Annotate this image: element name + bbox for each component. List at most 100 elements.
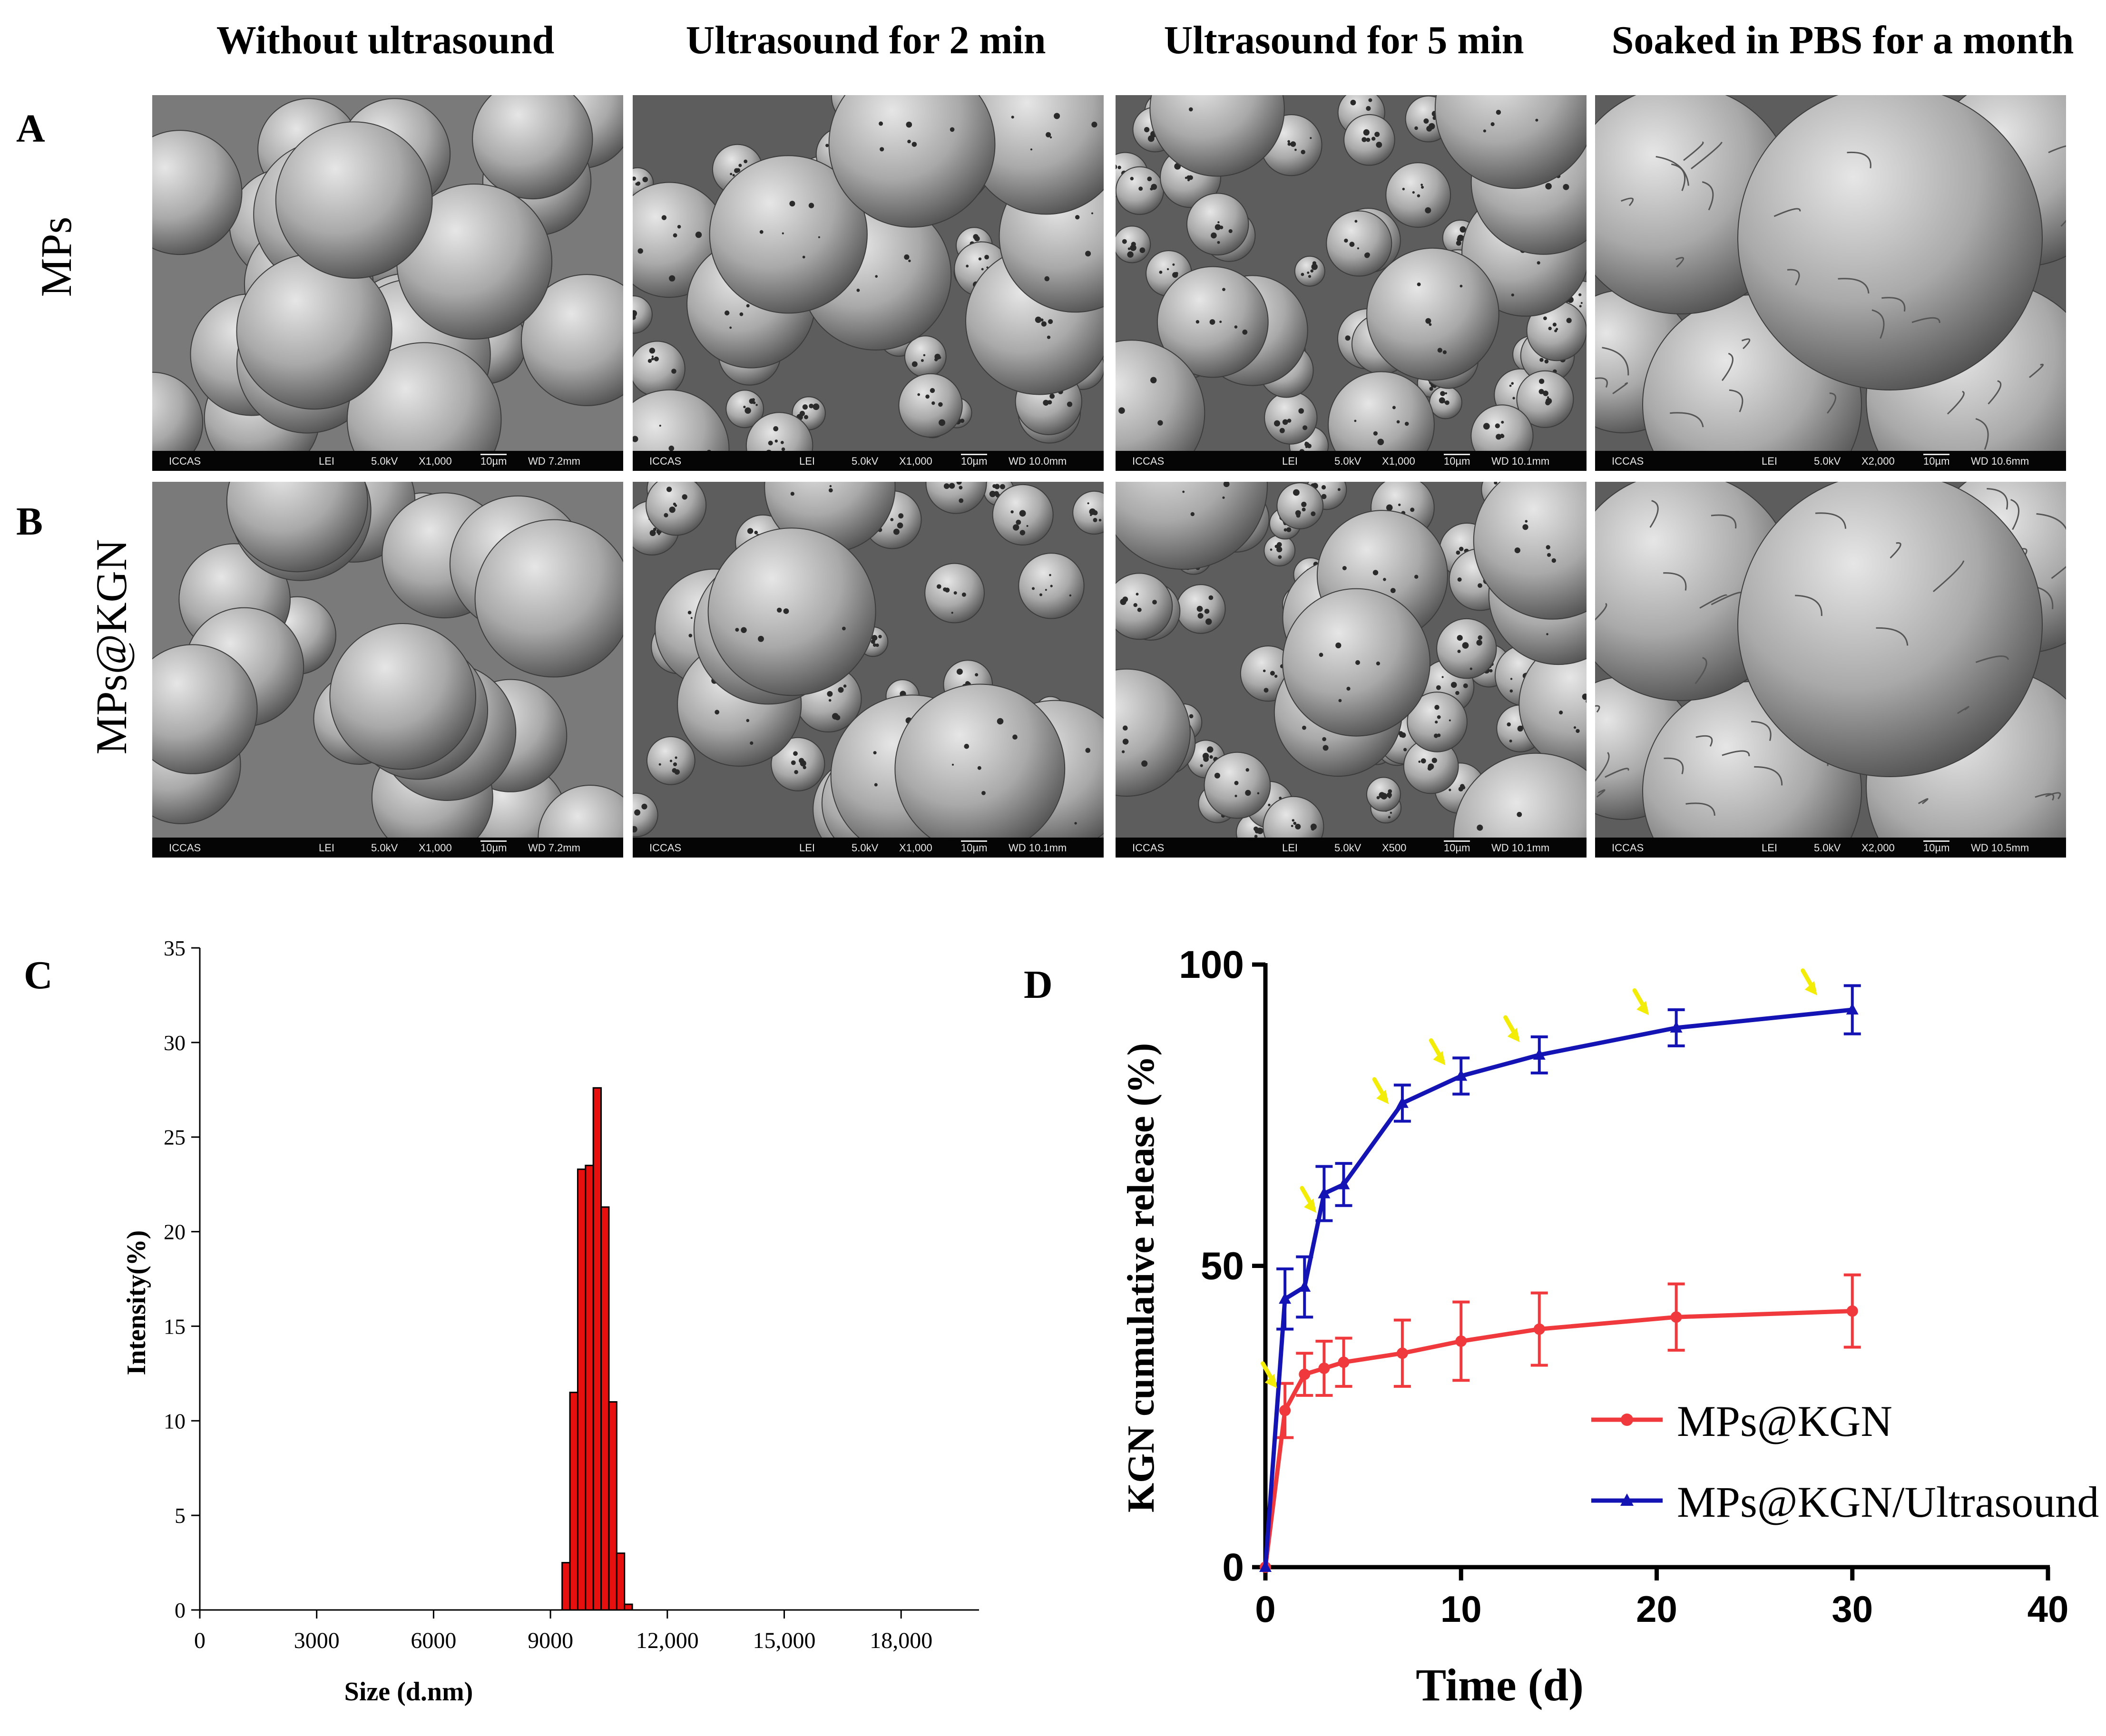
sem-info-bar: ICCAS LEI 5.0kV X2,000 10µm WD 10.6mm [1595, 451, 2066, 471]
sem-texture [633, 95, 1104, 451]
histogram-bar [585, 1164, 594, 1611]
x-tick-label: 30 [1832, 1588, 1873, 1630]
x-tick-label: 9000 [528, 1628, 573, 1653]
y-tick-label: 15 [164, 1314, 186, 1338]
data-point [1846, 1003, 1859, 1015]
sem-info-det: LEI [1282, 455, 1298, 467]
x-tick-label: 15,000 [753, 1628, 816, 1653]
panel-letter-d: D [1024, 963, 1053, 1007]
y-tick-label: 10 [164, 1409, 186, 1433]
x-tick-label: 0 [194, 1628, 206, 1653]
sem-info-bar: ICCAS LEI 5.0kV X1,000 10µm WD 10.1mm [1116, 451, 1587, 471]
data-point [1396, 1096, 1409, 1108]
histogram-bar [616, 1552, 626, 1611]
y-tick-label: 20 [164, 1220, 186, 1244]
sem-texture [1116, 95, 1587, 451]
y-tick-label: 35 [164, 936, 186, 960]
sem-info-bar: ICCAS LEI 5.0kV X1,000 10µm WD 7.2mm [152, 451, 623, 471]
x-tick-label: 12,000 [636, 1628, 699, 1653]
sem-info-wd: WD 10.1mm [1009, 842, 1067, 854]
y-tick-label: 25 [164, 1125, 186, 1150]
sem-image-b3: ICCAS LEI 5.0kV X500 10µm WD 10.1mm [1116, 482, 1587, 858]
x-tick-label: 3000 [294, 1628, 340, 1653]
sem-texture [152, 482, 623, 838]
histogram-bar [569, 1392, 578, 1611]
x-tick-label: 0 [1255, 1588, 1275, 1630]
sem-info-det: LEI [319, 455, 335, 467]
sem-texture [1116, 482, 1587, 838]
data-point [1533, 1048, 1546, 1060]
data-point [1396, 1347, 1408, 1359]
sem-info-scale: 10µm [1444, 840, 1470, 854]
histogram-bar [592, 1087, 602, 1611]
sem-info-lab: ICCAS [1612, 842, 1644, 854]
sem-info-det: LEI [1282, 842, 1298, 854]
sem-info-scale: 10µm [1923, 454, 1950, 468]
data-point [1670, 1311, 1682, 1323]
sem-texture [152, 95, 623, 451]
sem-info-scale: 10µm [961, 840, 988, 854]
sem-info-bar: ICCAS LEI 5.0kV X1,000 10µm WD 10.0mm [633, 451, 1104, 471]
data-point [1318, 1362, 1330, 1374]
sem-image-a1: ICCAS LEI 5.0kV X1,000 10µm WD 7.2mm [152, 95, 623, 471]
arrow-head [1376, 1090, 1389, 1104]
data-point [1533, 1323, 1545, 1335]
histogram-bar [600, 1206, 610, 1611]
sem-info-det: LEI [799, 842, 815, 854]
row-label-mps-kgn: MPs@KGN [87, 539, 136, 755]
kgn-release-chart: 0 50 100 0 10 20 30 40 MPs@KGN MPs@KGN/Ultrasound… [1120, 943, 2099, 1710]
sem-info-lab: ICCAS [649, 842, 682, 854]
panel-letter-b: B [16, 499, 43, 544]
histogram-bar [577, 1168, 587, 1611]
sem-info-bar: ICCAS LEI 5.0kV X1,000 10µm WD 7.2mm [152, 838, 623, 858]
x-tick-label: 40 [2028, 1588, 2069, 1630]
arrow-head [1264, 1374, 1277, 1388]
sem-info-kv: 5.0kV [852, 455, 879, 467]
sem-texture [1595, 482, 2066, 838]
legend-marker [1621, 1414, 1633, 1426]
arrow-head [1636, 1001, 1649, 1015]
sem-info-wd: WD 10.5mm [1971, 842, 2029, 854]
column-title-ultrasound-2min: Ultrasound for 2 min [686, 18, 1046, 62]
panel-letter-a: A [16, 107, 45, 151]
histogram-bar [608, 1401, 617, 1611]
data-point [1846, 1305, 1858, 1317]
x-tick-label: 20 [1636, 1588, 1677, 1630]
sem-image-b1: ICCAS LEI 5.0kV X1,000 10µm WD 7.2mm [152, 482, 623, 858]
row-label-mps: MPs [32, 216, 80, 297]
x-axis-label: Size (d.nm) [344, 1677, 473, 1707]
sem-info-mag: X500 [1382, 842, 1407, 854]
sem-info-wd: WD 10.1mm [1491, 842, 1550, 854]
size-distribution-histogram: 0 5 10 15 20 25 30 35 0 3000 6000 9000 12,000 15,000 1… [122, 936, 979, 1707]
data-point [1455, 1335, 1467, 1347]
data-point [1298, 1280, 1311, 1292]
sem-info-lab: ICCAS [649, 455, 682, 467]
arrow-head [1303, 1199, 1316, 1213]
sem-info-lab: ICCAS [1612, 455, 1644, 467]
sem-info-mag: X1,000 [419, 842, 452, 854]
legend-marker [1620, 1493, 1634, 1506]
sem-info-wd: WD 7.2mm [528, 455, 580, 467]
column-title-soaked-pbs: Soaked in PBS for a month [1611, 18, 2074, 62]
sem-info-kv: 5.0kV [852, 842, 879, 854]
sem-info-mag: X1,000 [899, 455, 932, 467]
sem-info-kv: 5.0kV [1334, 455, 1362, 467]
sem-info-det: LEI [319, 842, 335, 854]
y-tick-label: 0 [1222, 1546, 1244, 1589]
sem-info-scale: 10µm [480, 454, 507, 468]
sem-texture [633, 482, 1104, 838]
panel-letter-c: C [24, 953, 53, 997]
y-axis-label: KGN cumulative release (%) [1120, 1043, 1162, 1512]
data-point [1338, 1356, 1350, 1368]
sem-info-bar: ICCAS LEI 5.0kV X2,000 10µm WD 10.5mm [1595, 838, 2066, 858]
sem-info-wd: WD 10.0mm [1009, 455, 1067, 467]
sem-info-scale: 10µm [961, 454, 988, 468]
sem-image-b4: ICCAS LEI 5.0kV X2,000 10µm WD 10.5mm [1595, 482, 2066, 858]
column-title-ultrasound-5min: Ultrasound for 5 min [1164, 18, 1524, 62]
x-tick-label: 18,000 [870, 1628, 932, 1653]
data-point [1299, 1368, 1311, 1380]
histogram-bar [561, 1562, 571, 1611]
sem-info-mag: X1,000 [1382, 455, 1415, 467]
sem-info-mag: X2,000 [1861, 842, 1895, 854]
data-point [1259, 1560, 1272, 1572]
